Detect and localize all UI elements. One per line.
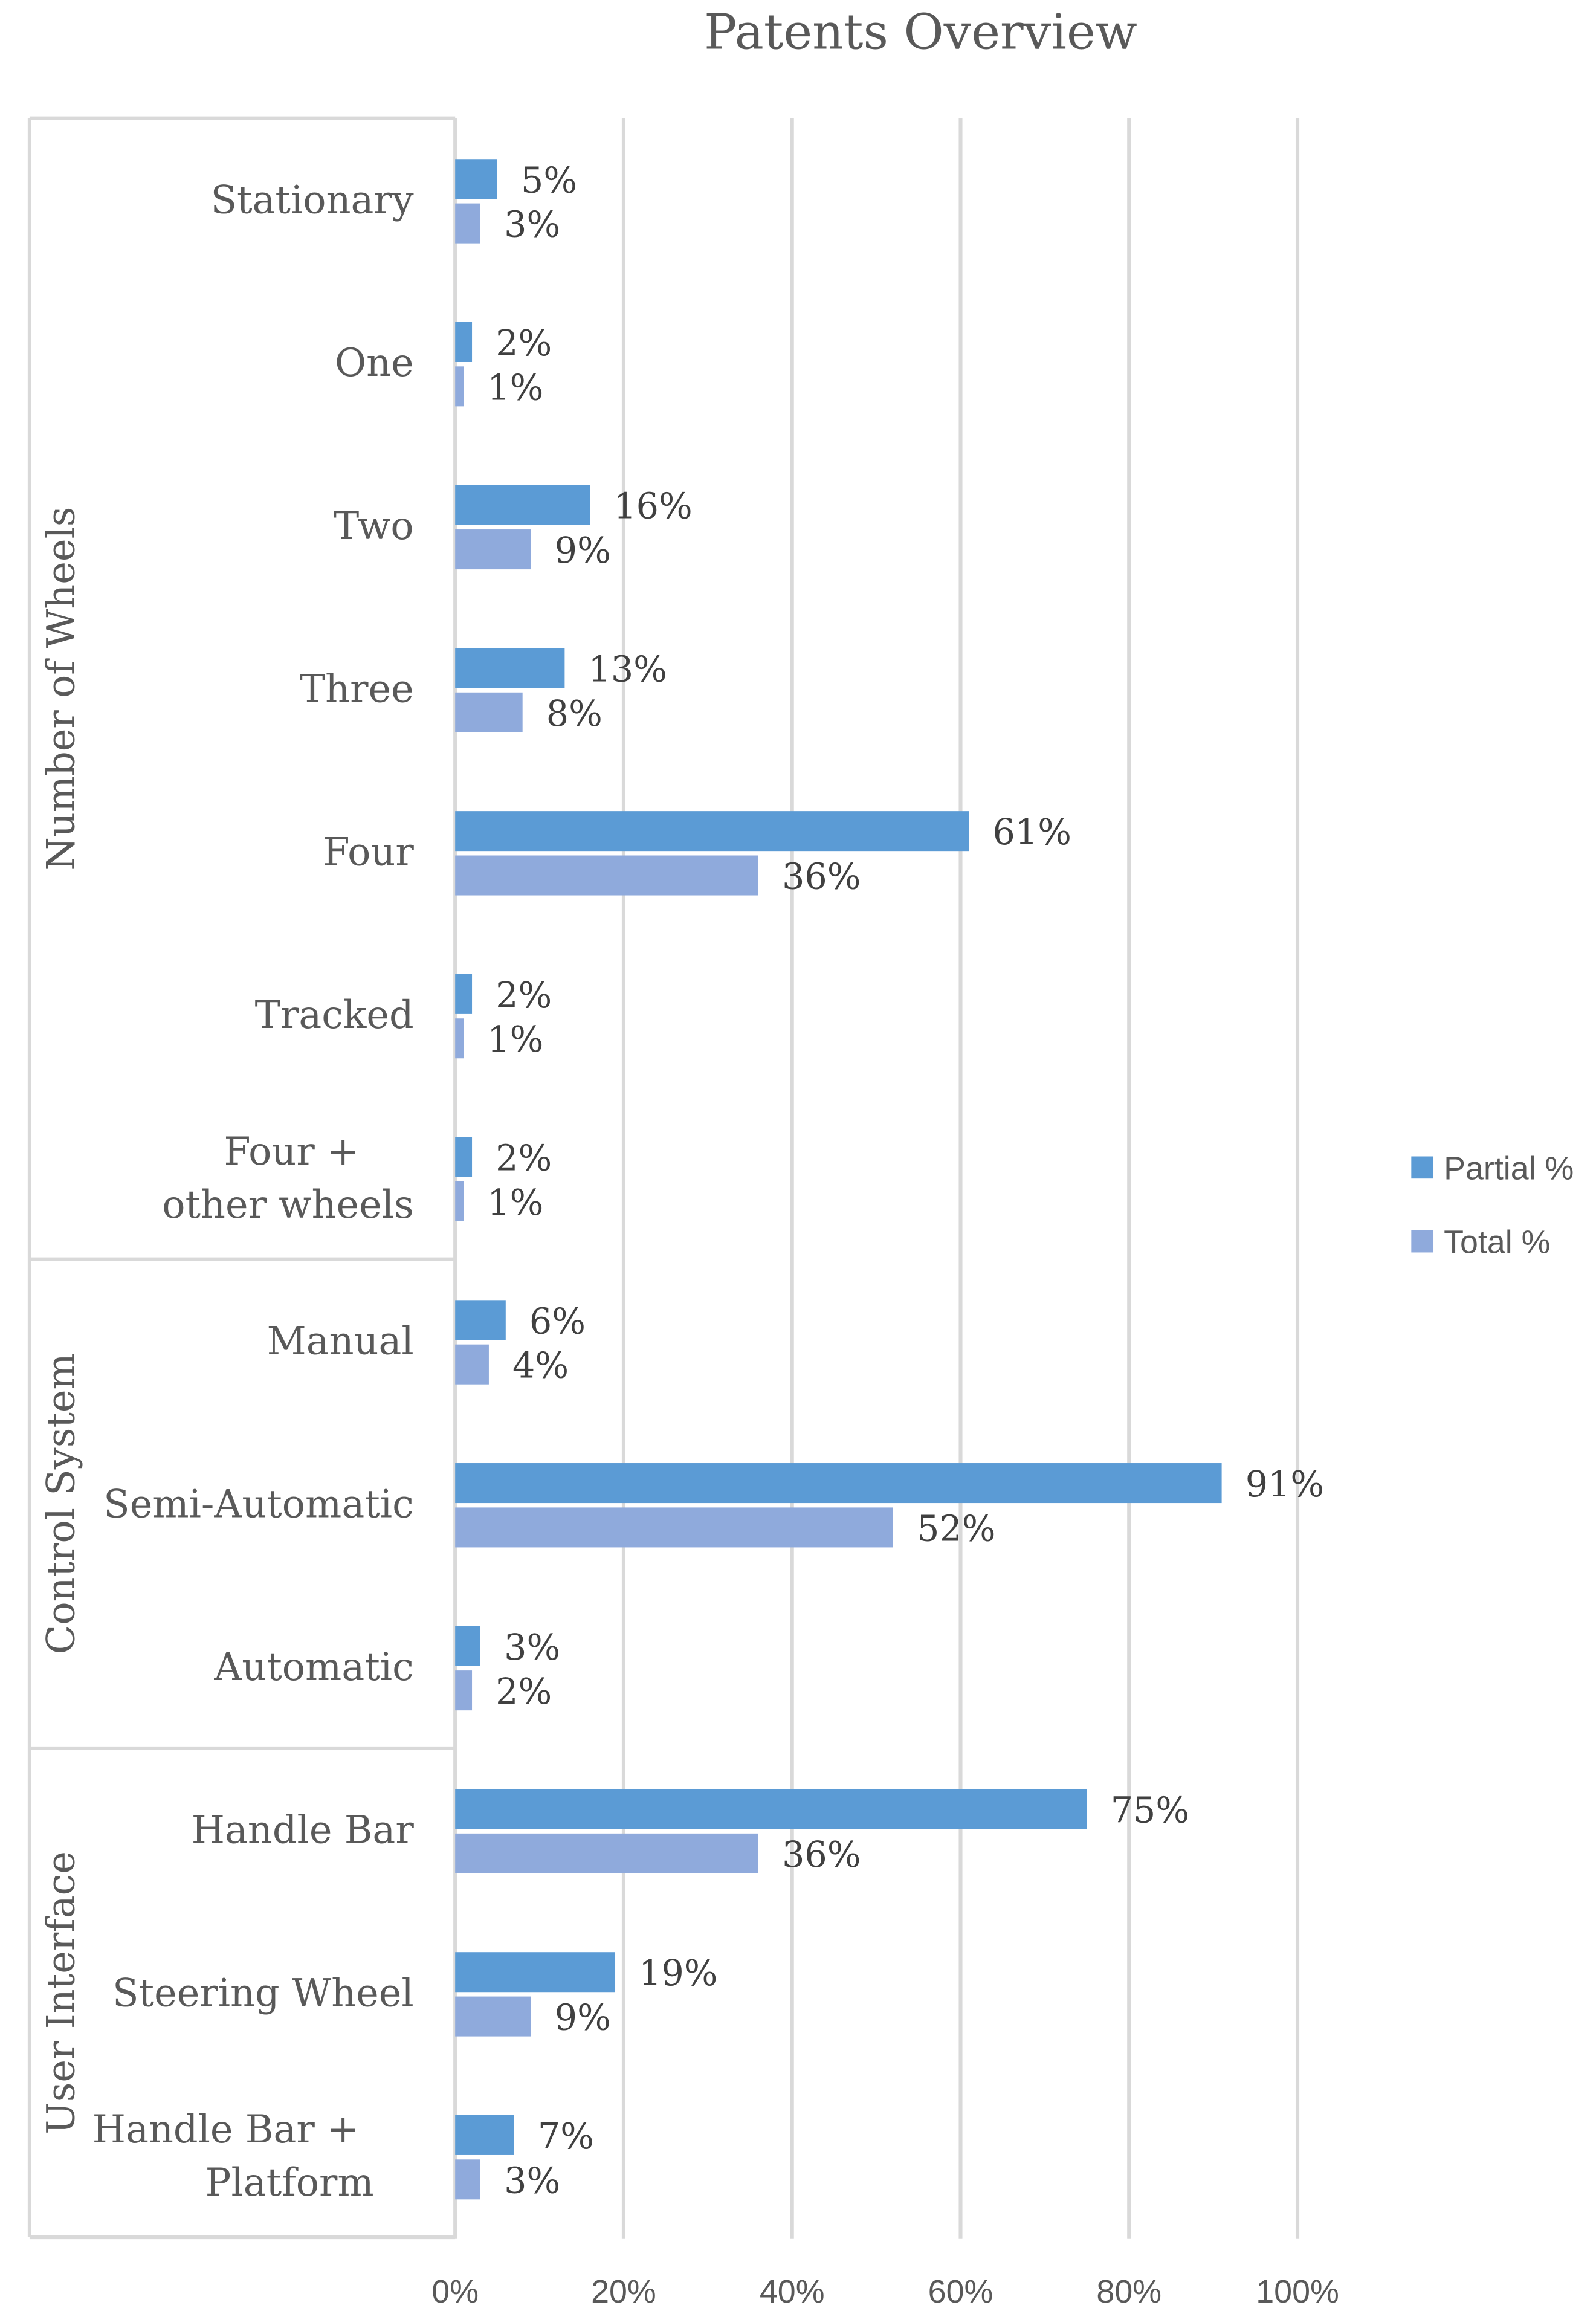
bar-total — [455, 529, 531, 570]
bar-total — [455, 366, 464, 407]
category-label: Stationary — [210, 178, 413, 222]
bar-partial — [455, 974, 473, 1014]
group-label: Number of Wheels — [38, 507, 83, 871]
data-label: 2% — [496, 1138, 552, 1179]
bar-partial — [455, 1137, 473, 1177]
data-label: 1% — [487, 367, 543, 408]
bar-total — [455, 1996, 531, 2037]
x-tick-label: 20% — [591, 2274, 656, 2308]
x-tick-label: 100% — [1256, 2274, 1339, 2308]
x-tick-label: 80% — [1096, 2274, 1161, 2308]
bar-total — [455, 1344, 489, 1385]
bar-partial — [455, 1952, 616, 1993]
data-label: 2% — [496, 1671, 552, 1712]
category-axis-frame — [27, 116, 457, 2240]
data-label: 4% — [512, 1345, 569, 1386]
bar-total — [455, 1670, 473, 1711]
category-label: Four — [323, 829, 414, 874]
labels: Patents Overview 0% 20% 40% 60% 80% 100% Statio… — [38, 4, 1339, 2310]
bar-total — [455, 1018, 464, 1059]
data-label: 2% — [496, 975, 552, 1016]
data-label: 8% — [546, 693, 603, 734]
data-label: 75% — [1111, 1790, 1189, 1831]
x-tick-label: 0% — [431, 2274, 479, 2308]
group-label: Control System — [38, 1353, 83, 1654]
data-label: 13% — [589, 648, 667, 690]
bar-partial — [455, 648, 565, 688]
group-label: User Interface — [38, 1851, 83, 2135]
category-label: Two — [334, 503, 414, 548]
legend: Partial % Total % — [1411, 1150, 1574, 1261]
category-label: Handle Bar + Platform — [92, 2107, 374, 2205]
data-label: 5% — [521, 160, 577, 201]
chart-title: Patents Overview — [704, 4, 1137, 61]
bar-partial — [455, 2115, 514, 2155]
bar-total — [455, 855, 758, 896]
category-label: Four + other wheels — [162, 1129, 413, 1227]
data-label: 6% — [529, 1301, 586, 1342]
bar-partial — [455, 1463, 1222, 1504]
bar-partial — [455, 1626, 480, 1666]
gridlines — [621, 118, 1300, 2239]
category-label: Tracked — [255, 992, 414, 1037]
legend-label: Partial % — [1444, 1150, 1574, 1186]
bar-partial — [455, 1789, 1087, 1829]
bar-total — [455, 1833, 758, 1873]
bar-series — [455, 159, 1222, 2200]
data-label: 9% — [555, 1997, 611, 2038]
data-label: 3% — [504, 2160, 560, 2201]
bar-total — [455, 1507, 893, 1548]
data-label: 61% — [993, 812, 1071, 853]
x-tick-label: 40% — [760, 2274, 825, 2308]
x-tick-label: 60% — [928, 2274, 993, 2308]
category-label: Semi-Automatic — [103, 1481, 414, 1526]
data-label: 91% — [1245, 1464, 1324, 1505]
data-label: 1% — [487, 1182, 543, 1223]
bar-partial — [455, 1300, 506, 1340]
category-label: Steering Wheel — [112, 1970, 414, 2015]
data-label: 9% — [555, 530, 611, 571]
legend-label: Total % — [1444, 1224, 1550, 1261]
category-label: Manual — [267, 1319, 414, 1363]
data-label: 1% — [487, 1019, 543, 1060]
data-label: 7% — [538, 2116, 594, 2157]
bar-total — [455, 692, 523, 732]
bar-partial — [455, 485, 590, 525]
bar-partial — [455, 322, 473, 362]
data-label: 19% — [639, 1953, 717, 1994]
data-label: 3% — [504, 204, 560, 245]
data-label: 36% — [782, 856, 861, 897]
data-label: 2% — [496, 323, 552, 364]
legend-swatch — [1411, 1230, 1434, 1253]
data-label: 3% — [504, 1627, 560, 1668]
category-label: Automatic — [213, 1644, 413, 1689]
bar-total — [455, 1181, 464, 1221]
category-label: Handle Bar — [192, 1808, 415, 1852]
bar-partial — [455, 811, 969, 852]
bar-partial — [455, 159, 497, 199]
data-label: 16% — [613, 486, 692, 527]
bar-total — [455, 203, 480, 244]
legend-swatch — [1411, 1156, 1434, 1179]
category-label: Three — [300, 667, 414, 711]
data-label: 36% — [782, 1834, 861, 1875]
category-label: One — [335, 340, 414, 385]
bar-total — [455, 2159, 480, 2200]
data-label: 52% — [917, 1508, 995, 1549]
